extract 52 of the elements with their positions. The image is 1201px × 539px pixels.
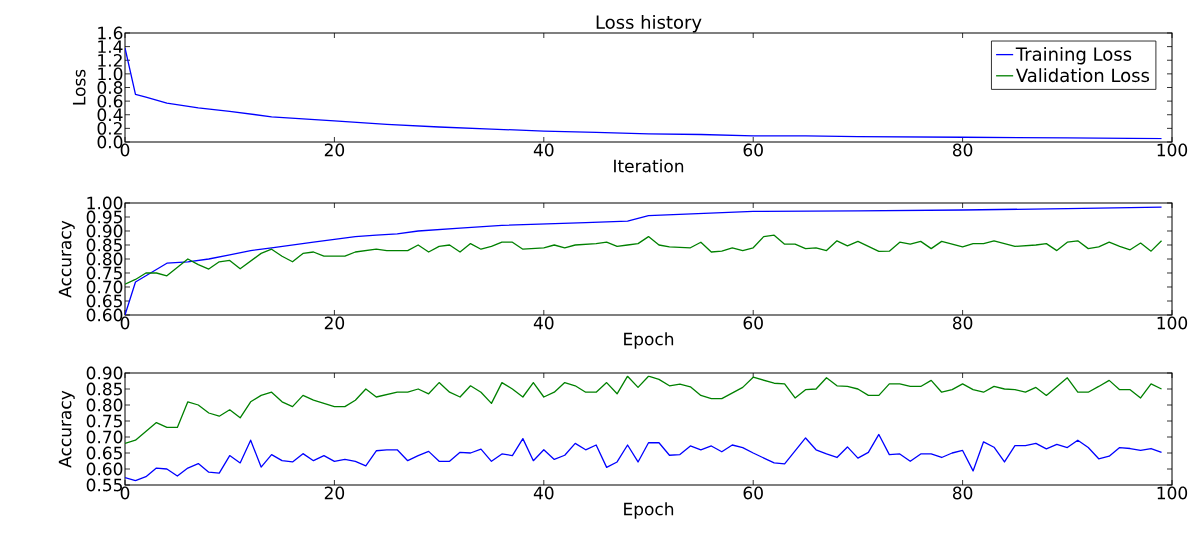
y-tick-label: 1.4 (98, 40, 123, 53)
x-tick-label: 100 (1157, 143, 1188, 157)
x-tick-label: 0 (120, 486, 130, 500)
y-tick-label: 1.0 (98, 67, 123, 81)
x-tick-label: 40 (533, 143, 554, 157)
y-tick-label: 0.75 (86, 414, 122, 428)
y-tick-label: 0.65 (86, 446, 122, 460)
x-tick-label: 100 (1157, 486, 1188, 500)
y-tick-label: 0.8 (97, 81, 123, 94)
legend-label: Training Loss (1015, 47, 1132, 65)
x-tick-label: 20 (324, 143, 345, 157)
y-tick-label: 0.80 (86, 252, 123, 266)
y-tick-label: 0.60 (86, 462, 123, 476)
y-tick-label: 0.80 (86, 398, 123, 412)
x-tick-label: 60 (743, 143, 763, 157)
y-tick-label: 0.55 (86, 478, 122, 492)
y-tick-label: 1.00 (87, 196, 123, 210)
x-axis-title: Iteration (614, 159, 684, 173)
x-tick-label: 20 (324, 486, 345, 500)
x-tick-label: 100 (1157, 316, 1188, 330)
x-tick-label: 40 (533, 316, 554, 330)
chart-title: Loss history (596, 15, 702, 33)
y-tick-label: 0.6 (97, 94, 123, 108)
x-tick-label: 40 (533, 486, 554, 500)
y-tick-label: 1.2 (98, 53, 122, 67)
x-tick-label: 20 (324, 316, 345, 330)
x-tick-label: 80 (952, 316, 973, 330)
line-series (125, 433, 1163, 482)
y-tick-label: 0.65 (86, 294, 122, 308)
y-axis-title: Loss (72, 69, 86, 105)
y-tick-label: 0.70 (86, 280, 123, 294)
line-series (125, 234, 1163, 285)
y-tick-label: 0.2 (97, 121, 122, 135)
y-tick-label: 0.75 (86, 266, 122, 280)
y-tick-label: 0.85 (86, 238, 122, 252)
x-tick-label: 80 (952, 143, 973, 157)
x-axis-title: Epoch (624, 502, 674, 519)
y-tick-label: 0.70 (86, 430, 123, 444)
x-tick-label: 60 (743, 316, 763, 330)
y-axis-title: Accuracy (58, 220, 75, 298)
y-axis-title: Accuracy (58, 390, 75, 468)
y-tick-label: 1.6 (98, 26, 123, 40)
y-tick-label: 0.95 (86, 210, 122, 224)
y-tick-label: 0.90 (86, 366, 123, 380)
y-tick-label: 0.85 (86, 382, 122, 396)
legend-label: Validation Loss (1015, 68, 1150, 83)
y-tick-label: 0.90 (86, 224, 123, 238)
x-tick-label: 60 (743, 486, 763, 500)
x-axis-title: Epoch (624, 332, 674, 349)
y-tick-label: 0.4 (97, 108, 123, 122)
line-series (125, 375, 1163, 445)
x-tick-label: 80 (952, 486, 973, 500)
